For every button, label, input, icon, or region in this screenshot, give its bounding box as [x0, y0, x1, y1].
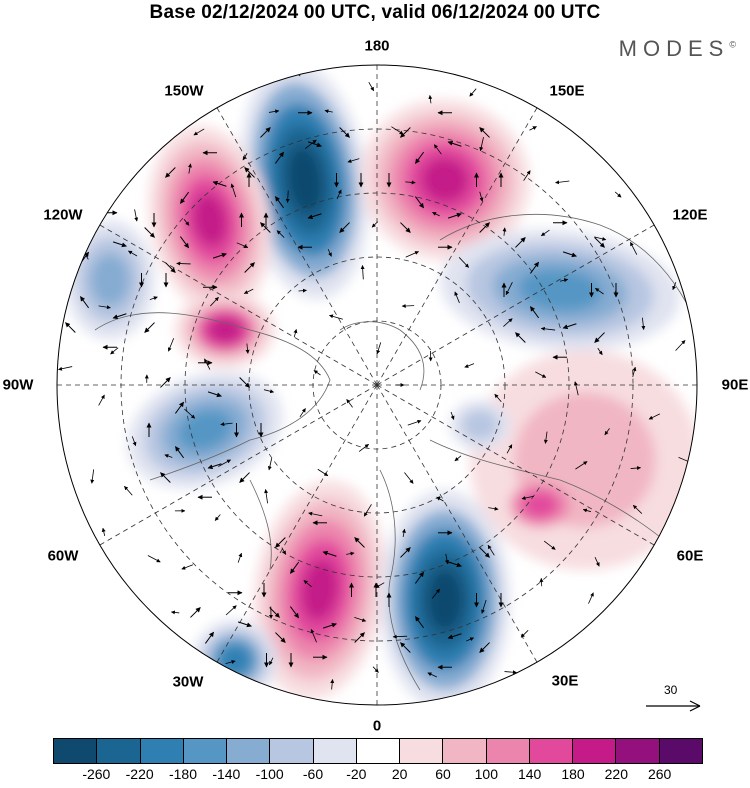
colorbar-tick-label: -60 [303, 766, 323, 782]
colorbar-tick-label: -260 [82, 766, 110, 782]
anomaly-contour [462, 410, 499, 441]
colorbar-cell [530, 739, 573, 763]
colorbar-tick-label: 180 [561, 766, 584, 782]
colorbar-tick-label: 260 [648, 766, 671, 782]
colorbar-cell [227, 739, 270, 763]
lon-label-120e: 120E [672, 207, 707, 224]
colorbar-tick-label: -20 [346, 766, 366, 782]
colorbar-cell [487, 739, 530, 763]
colorbar-tick-label: -180 [169, 766, 197, 782]
lon-label-30w: 30W [173, 674, 204, 691]
lon-label-120w: 120W [43, 207, 82, 224]
lon-label-0: 0 [373, 718, 381, 735]
colorbar-cell [400, 739, 443, 763]
colorbar-cell [616, 739, 659, 763]
reference-vector-arrow [640, 682, 710, 718]
colorbar-tick-label: 100 [475, 766, 498, 782]
colorbar-tick-label: 20 [392, 766, 408, 782]
lon-label-150e: 150E [549, 83, 584, 100]
colorbar-tick-label: 220 [605, 766, 628, 782]
colorbar-cell [270, 739, 313, 763]
lon-label-90e: 90E [722, 377, 749, 394]
colorbar-cell [314, 739, 357, 763]
colorbar [53, 738, 703, 764]
lon-label-180: 180 [364, 38, 389, 55]
anomaly-contour [90, 253, 130, 306]
colorbar-cell [184, 739, 227, 763]
wind-vector [65, 228, 75, 238]
lon-label-60e: 60E [677, 548, 704, 565]
colorbar-cell [141, 739, 184, 763]
anomaly-contour [220, 646, 249, 674]
colorbar-cell [573, 739, 616, 763]
lon-label-150w: 150W [164, 83, 203, 100]
colorbar-cell [357, 739, 400, 763]
wind-vector [541, 578, 542, 586]
lon-label-30e: 30E [552, 673, 579, 690]
colorbar-tick-labels: -260 -220 -180 -140 -100 -60 -20 20 60 100 140 180 2… [53, 764, 703, 783]
wind-vector [177, 263, 191, 264]
wind-vector [270, 703, 280, 713]
lon-label-60w: 60W [48, 548, 79, 565]
colorbar-tick-label: -100 [256, 766, 284, 782]
colorbar-tick-label: 140 [518, 766, 541, 782]
colorbar-cell [443, 739, 486, 763]
anomaly-field [40, 50, 720, 730]
wind-vector [205, 677, 213, 688]
anomaly-contour [426, 569, 463, 632]
anomaly-contour [208, 317, 243, 343]
colorbar-tick-label: 60 [435, 766, 451, 782]
colorbar-tick-label: -140 [212, 766, 240, 782]
colorbar-cell [54, 739, 97, 763]
colorbar-cell [660, 739, 702, 763]
colorbar-tick-label: -220 [126, 766, 154, 782]
wind-vector [190, 703, 200, 713]
lon-label-90w: 90W [3, 377, 34, 394]
wind-vector [238, 694, 251, 698]
colorbar-cell [97, 739, 140, 763]
